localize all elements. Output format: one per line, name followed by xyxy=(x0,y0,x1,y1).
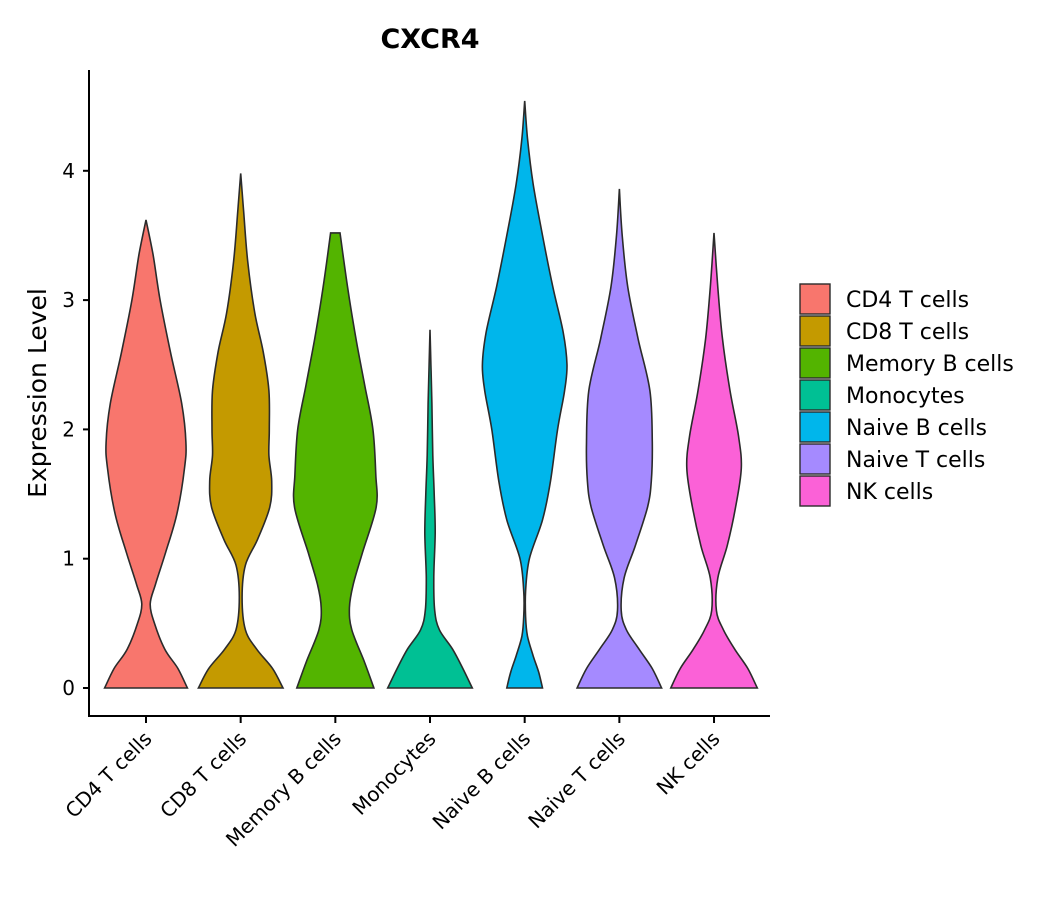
legend-label: Naive B cells xyxy=(846,416,987,441)
violin-monocytes xyxy=(386,329,474,689)
legend-label: Naive T cells xyxy=(846,448,985,473)
violin-cd4-t-cells xyxy=(103,219,189,689)
legend-label: Memory B cells xyxy=(846,352,1014,377)
x-tick-label: CD8 T cells xyxy=(155,727,251,823)
violin-nk-cells xyxy=(669,232,759,689)
x-tick-label: Naive B cells xyxy=(428,727,536,835)
violins-group xyxy=(103,100,759,689)
legend-key xyxy=(799,475,831,507)
chart-title: CXCR4 xyxy=(380,24,479,55)
legend-key xyxy=(799,443,831,475)
legend-label: Monocytes xyxy=(846,384,965,409)
violin-naive-b-cells xyxy=(481,100,568,689)
y-tick-label: 0 xyxy=(62,676,75,700)
legend-key xyxy=(799,379,831,411)
legend-label: CD8 T cells xyxy=(846,320,969,345)
legend-key xyxy=(799,283,831,315)
violin-memory-b-cells xyxy=(292,232,378,689)
y-axis-ticks: 0 1 2 3 4 xyxy=(62,159,89,700)
y-tick-label: 3 xyxy=(62,288,75,312)
legend-label: NK cells xyxy=(846,480,933,505)
y-tick-label: 1 xyxy=(62,547,75,571)
legend-label: CD4 T cells xyxy=(846,288,969,313)
violin-cd8-t-cells xyxy=(197,173,285,689)
legend-key xyxy=(799,315,831,347)
y-tick-label: 2 xyxy=(62,417,75,441)
legend-key xyxy=(799,347,831,379)
violin-naive-t-cells xyxy=(575,188,663,689)
x-tick-label: Monocytes xyxy=(347,727,440,820)
y-tick-label: 4 xyxy=(62,159,75,183)
x-tick-label: NK cells xyxy=(652,727,725,800)
x-tick-label: CD4 T cells xyxy=(60,727,156,823)
legend-key xyxy=(799,411,831,443)
legend: CD4 T cells CD8 T cells Memory B cells Mono… xyxy=(799,283,1014,507)
y-axis-title: Expression Level xyxy=(23,288,52,498)
x-tick-label: Naive T cells xyxy=(523,727,630,834)
